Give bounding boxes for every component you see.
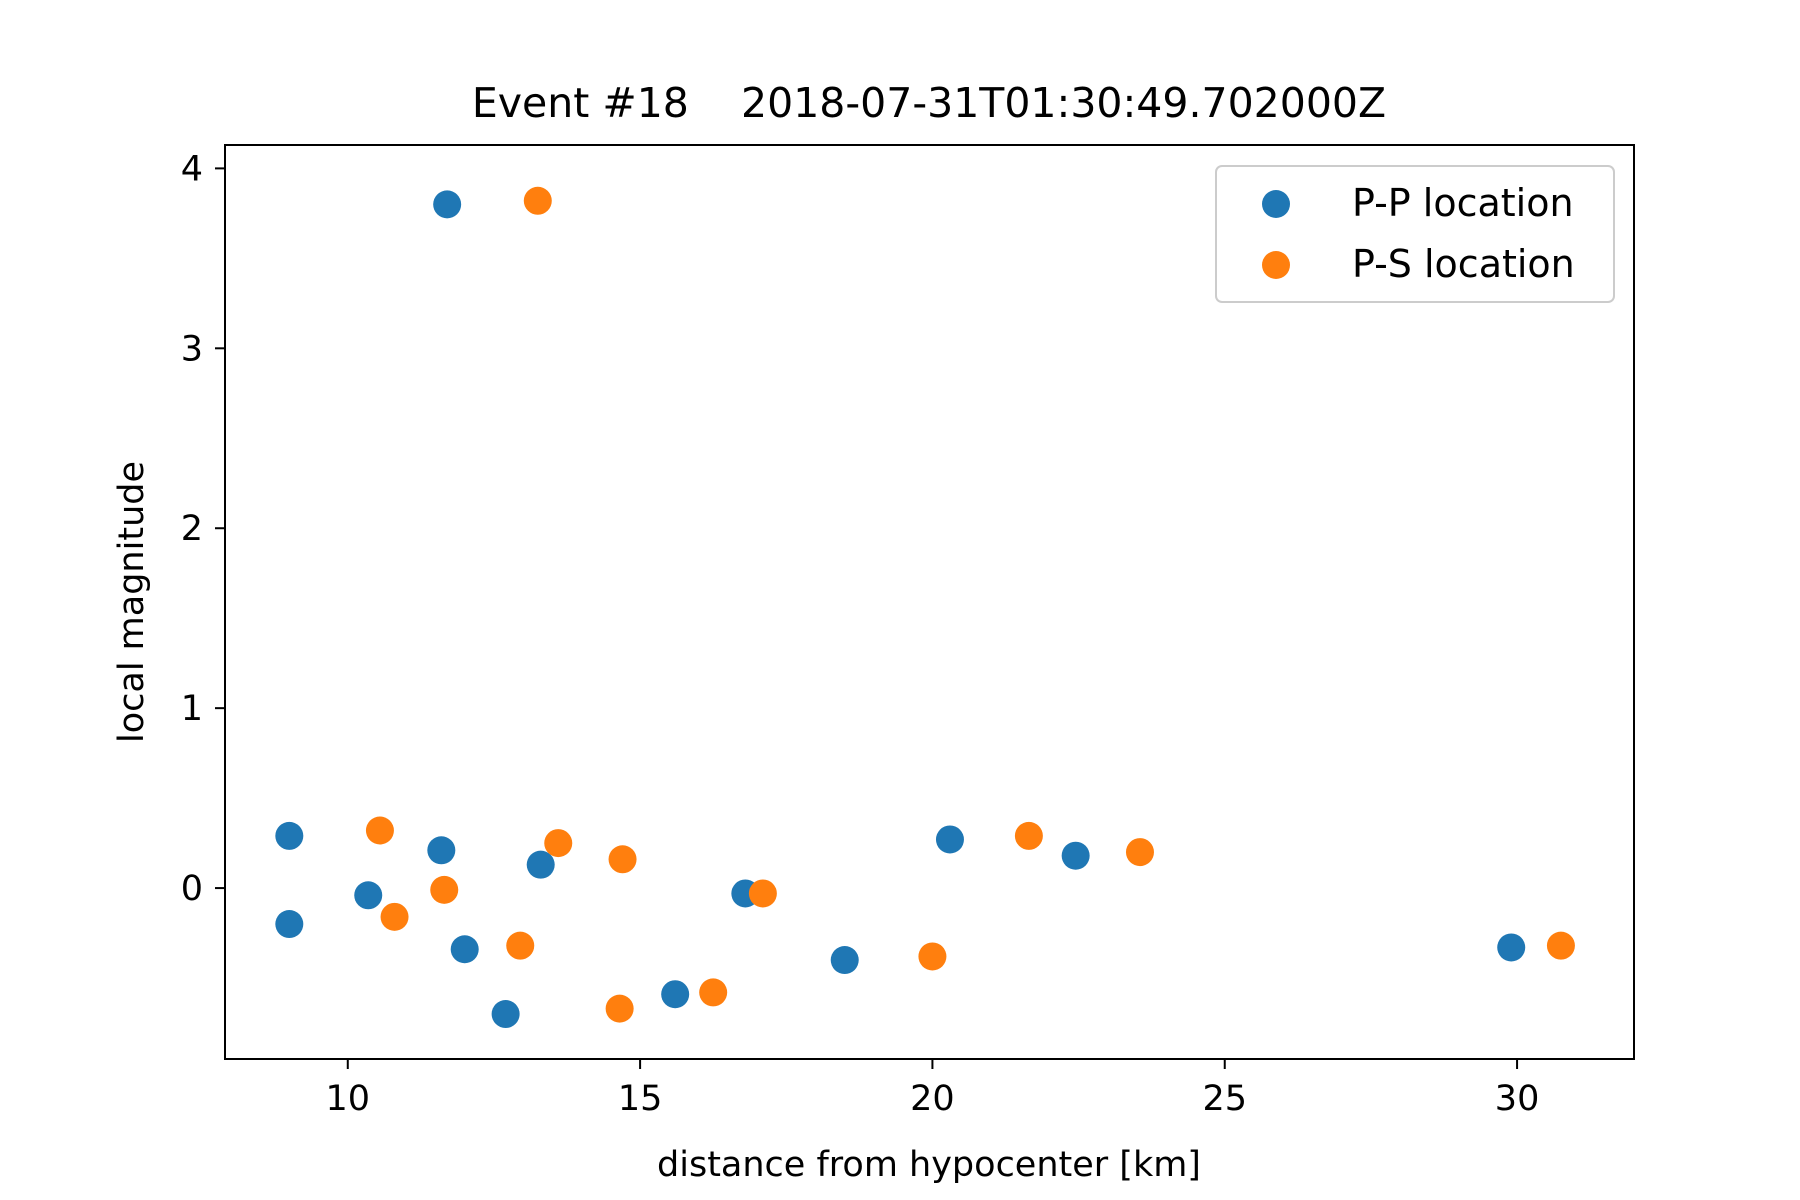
point-p-p-location	[450, 935, 479, 964]
point-p-s-location	[1125, 838, 1154, 867]
point-p-p-location	[661, 980, 690, 1009]
y-axis-ticks: 0 1 2 3 4	[181, 149, 225, 909]
point-p-s-location	[380, 902, 409, 931]
point-p-p-location	[1061, 841, 1090, 870]
y-tick-label: 4	[181, 149, 203, 189]
x-tick-label: 15	[618, 1079, 663, 1119]
point-p-p-location	[526, 850, 555, 879]
point-p-s-location	[605, 994, 634, 1023]
point-p-p-location	[275, 910, 304, 939]
legend-marker-p-p	[1262, 190, 1290, 218]
point-p-s-location	[699, 978, 728, 1007]
plot-frame	[224, 144, 1635, 1060]
y-tick-label: 1	[181, 689, 203, 729]
x-tick-label: 30	[1495, 1079, 1540, 1119]
x-axis-label: distance from hypocenter [km]	[657, 1145, 1201, 1185]
point-p-p-location	[935, 825, 964, 854]
x-tick-label: 10	[326, 1079, 371, 1119]
x-tick-label: 25	[1202, 1079, 1247, 1119]
point-p-p-location	[830, 946, 859, 975]
y-axis-label: local magnitude	[112, 461, 152, 743]
point-p-s-location	[1546, 931, 1575, 960]
point-p-p-location	[491, 1000, 520, 1029]
point-p-s-location	[918, 942, 947, 971]
point-p-p-location	[433, 190, 462, 219]
point-p-s-location	[430, 875, 459, 904]
y-tick-label: 2	[181, 509, 203, 549]
point-p-p-location	[427, 836, 456, 865]
point-p-s-location	[608, 845, 637, 874]
point-p-p-location	[1497, 933, 1526, 962]
legend-box	[1215, 165, 1615, 303]
point-p-s-location	[748, 879, 777, 908]
point-p-p-location	[354, 881, 383, 910]
point-p-s-location	[365, 816, 394, 845]
legend: P-P location P-S location	[1215, 165, 1615, 303]
chart-title: Event #18 2018-07-31T01:30:49.702000Z	[472, 79, 1386, 127]
legend-marker-p-s	[1262, 251, 1290, 279]
y-tick-label: 3	[181, 329, 203, 369]
legend-label-p-s: P-S location	[1352, 242, 1575, 286]
data-points	[275, 186, 1575, 1029]
x-tick-label: 20	[910, 1079, 955, 1119]
y-tick-label: 0	[181, 869, 203, 909]
point-p-s-location	[544, 829, 573, 858]
legend-label-p-p: P-P location	[1352, 181, 1574, 225]
point-p-s-location	[523, 186, 552, 215]
point-p-s-location	[1014, 821, 1043, 850]
x-axis-ticks: 10 15 20 25 30	[326, 1059, 1540, 1119]
point-p-p-location	[275, 821, 304, 850]
point-p-s-location	[506, 931, 535, 960]
